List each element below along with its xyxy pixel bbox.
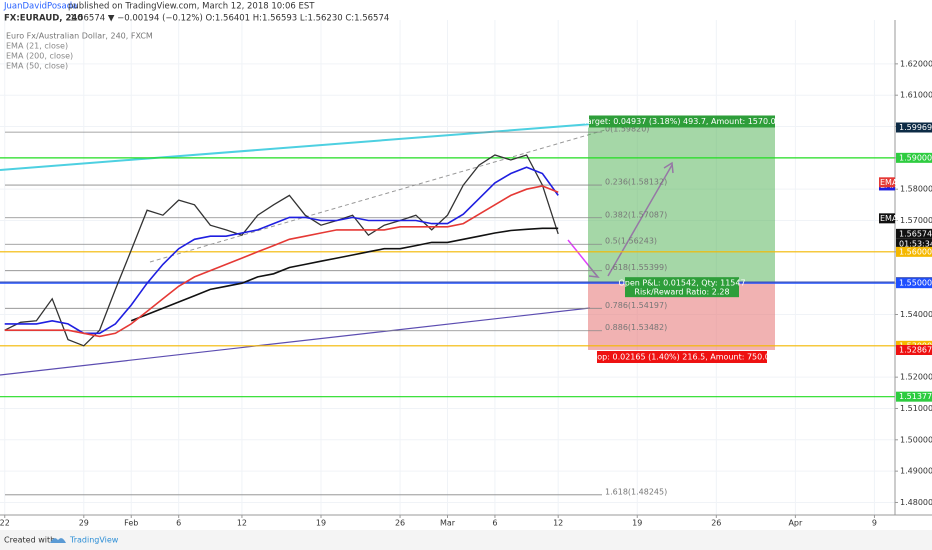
ema-tag-bg [879,213,895,224]
x-tick-label: 6 [492,519,497,528]
stop-label: Stop: 0.02165 (1.40%) 216.5, Amount: 750… [589,352,775,361]
x-tick-label: Apr [788,519,803,528]
countdown: 01:53:34 [899,239,932,248]
price-marker [896,278,932,289]
footer-created: Created with [4,536,55,545]
price-marker [896,122,932,133]
price-marker-label: 1.59000 [899,153,932,162]
y-tick-label: 1.49000 [900,467,932,476]
ema-tag: EMA [880,214,898,223]
series-line [130,227,559,322]
fib-label: 0.382(1.57087) [605,210,667,219]
price-marker-label: 1.55000 [899,279,932,288]
price-marker [896,391,932,402]
y-tick-label: 1.52000 [900,373,932,382]
y-tick-label: 1.54000 [900,310,932,319]
ema-tag: EMA [880,178,898,187]
rr-label: Risk/Reward Ratio: 2.28 [634,288,729,297]
price-marker [896,344,932,355]
y-tick-label: 1.51000 [900,404,932,413]
fib-label: 0.618(1.55399) [605,263,667,272]
y-tick-label: 1.48000 [900,498,932,507]
price-marker [896,152,932,163]
fib-label: 1.618(1.48245) [605,487,667,496]
countdown-bg [896,238,932,249]
series-line [4,166,559,335]
pnl-label: Open P&L: 0.01542, Qty: 11547 [618,279,745,288]
logo [50,538,66,543]
x-tick-label: 6 [176,519,181,528]
legend-entry: EMA (200, close) [6,52,73,61]
price-marker [896,246,932,257]
target-label-bg [589,115,775,128]
published: published on TradingView.com, March 12, … [68,2,315,12]
x-tick-label: 12 [553,519,563,528]
x-tick-label: Feb [124,519,138,528]
x-tick-label: 29 [79,519,89,528]
pnl-label-bg [625,277,739,298]
x-tick-label: 26 [395,519,405,528]
price-marker-label: 1.59969 [899,123,932,132]
fib-label: 0.236(1.58132) [605,178,667,187]
symbol: FX:EURAUD, 240 [4,14,83,24]
x-tick-label: 19 [316,519,326,528]
chart-title: Euro Fx/Australian Dollar, 240, FXCM [6,32,153,41]
y-tick-label: 1.58000 [900,185,932,194]
stop-label-bg [597,350,767,363]
legend-entry: EMA (21, close) [6,42,68,51]
quote: 1.56574 ▼ −0.00194 (−0.12%) O:1.56401 H:… [70,14,389,24]
y-tick-label: 1.62000 [900,59,932,68]
x-tick-label: 9 [872,519,877,528]
price-marker-label: 1.56574 [899,229,932,238]
fib-label: 0.786(1.54197) [605,301,667,310]
target-label: Target: 0.04937 (3.18%) 493.7, Amount: 1… [582,117,781,126]
x-tick-label: 19 [632,519,642,528]
footer-bar [0,530,932,550]
x-tick-label: 12 [237,519,247,528]
author: JuanDavidPosada [3,2,77,12]
series-line [4,185,559,338]
price-marker-label: 1.51377 [899,392,932,401]
footer-brand[interactable]: TradingView [69,536,119,545]
x-tick-label: Mar [440,519,456,528]
legend-entry: EMA (50, close) [6,62,68,71]
x-tick-label: 22 [0,519,10,528]
ema-tag-bg [879,177,895,188]
y-tick-label: 1.50000 [900,435,932,444]
x-tick-label: 26 [711,519,721,528]
fib-label: 0(1.59820) [605,125,649,134]
y-tick-label: 1.61000 [900,91,932,100]
price-marker-label: 1.52867 [899,345,932,354]
price-marker [896,228,932,239]
y-tick-label: 1.57000 [900,216,932,225]
fib-label: 0.5(1.56243) [605,237,657,246]
target-zone [588,127,775,283]
price-marker-label: 1.56000 [899,247,932,256]
fib-label: 0.886(1.53482) [605,323,667,332]
